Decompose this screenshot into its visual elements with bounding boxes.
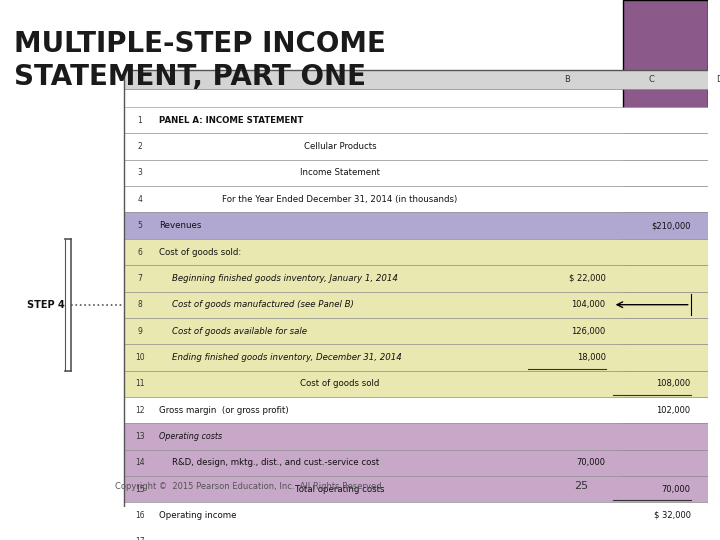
Text: Copyright ©  2015 Pearson Education, Inc.  All Rights Reserved: Copyright © 2015 Pearson Education, Inc.… <box>114 482 382 491</box>
Text: D: D <box>716 75 720 84</box>
FancyBboxPatch shape <box>124 318 720 344</box>
Text: Ending finished goods inventory, December 31, 2014: Ending finished goods inventory, Decembe… <box>172 353 402 362</box>
Text: Total operating costs: Total operating costs <box>295 484 384 494</box>
Text: Beginning finished goods inventory, January 1, 2014: Beginning finished goods inventory, Janu… <box>172 274 398 283</box>
Text: $ 32,000: $ 32,000 <box>654 511 690 520</box>
Text: 104,000: 104,000 <box>572 300 606 309</box>
Text: 16: 16 <box>135 511 145 520</box>
Text: 9: 9 <box>138 327 143 335</box>
FancyBboxPatch shape <box>124 344 720 370</box>
Text: A: A <box>337 75 343 84</box>
Text: 1: 1 <box>138 116 143 125</box>
FancyBboxPatch shape <box>124 133 720 160</box>
Text: 70,000: 70,000 <box>577 458 606 467</box>
Text: Operating income: Operating income <box>159 511 237 520</box>
Text: 4: 4 <box>138 195 143 204</box>
FancyBboxPatch shape <box>124 160 720 186</box>
Text: $ 22,000: $ 22,000 <box>569 274 606 283</box>
Text: Operating costs: Operating costs <box>159 432 222 441</box>
FancyBboxPatch shape <box>124 70 720 89</box>
FancyBboxPatch shape <box>124 186 720 212</box>
Text: 2: 2 <box>138 142 143 151</box>
Text: Income Statement: Income Statement <box>300 168 380 178</box>
Text: 126,000: 126,000 <box>572 327 606 335</box>
Text: 8: 8 <box>138 300 143 309</box>
Text: 5: 5 <box>138 221 143 230</box>
Text: 102,000: 102,000 <box>657 406 690 415</box>
Text: MULTIPLE-STEP INCOME
STATEMENT, PART ONE: MULTIPLE-STEP INCOME STATEMENT, PART ONE <box>14 30 386 91</box>
Text: $210,000: $210,000 <box>651 221 690 230</box>
Text: 13: 13 <box>135 432 145 441</box>
Text: 108,000: 108,000 <box>657 379 690 388</box>
FancyBboxPatch shape <box>124 370 720 397</box>
Text: 10: 10 <box>135 353 145 362</box>
Text: 11: 11 <box>135 379 145 388</box>
Text: Cost of goods sold: Cost of goods sold <box>300 379 379 388</box>
FancyBboxPatch shape <box>124 450 720 476</box>
FancyBboxPatch shape <box>124 529 720 540</box>
FancyBboxPatch shape <box>124 239 720 265</box>
FancyBboxPatch shape <box>124 292 720 318</box>
FancyBboxPatch shape <box>124 423 720 450</box>
Text: For the Year Ended December 31, 2014 (in thousands): For the Year Ended December 31, 2014 (in… <box>222 195 458 204</box>
Text: Cost of goods available for sale: Cost of goods available for sale <box>172 327 307 335</box>
Text: 6: 6 <box>138 247 143 256</box>
FancyBboxPatch shape <box>124 502 720 529</box>
FancyBboxPatch shape <box>124 107 720 133</box>
Text: 15: 15 <box>135 484 145 494</box>
FancyBboxPatch shape <box>124 397 720 423</box>
Text: 12: 12 <box>135 406 145 415</box>
Text: 7: 7 <box>138 274 143 283</box>
Text: 70,000: 70,000 <box>662 484 690 494</box>
Text: STEP 4: STEP 4 <box>27 300 65 310</box>
Text: R&D, design, mktg., dist., and cust.-service cost: R&D, design, mktg., dist., and cust.-ser… <box>172 458 379 467</box>
Text: Revenues: Revenues <box>159 221 202 230</box>
Text: 17: 17 <box>135 537 145 540</box>
Text: 3: 3 <box>138 168 143 178</box>
FancyBboxPatch shape <box>124 476 720 502</box>
Text: Cost of goods manufactured (see Panel B): Cost of goods manufactured (see Panel B) <box>172 300 354 309</box>
FancyBboxPatch shape <box>124 212 720 239</box>
Text: 18,000: 18,000 <box>577 353 606 362</box>
Text: B: B <box>564 75 570 84</box>
Text: C: C <box>649 75 654 84</box>
Text: PANEL A: INCOME STATEMENT: PANEL A: INCOME STATEMENT <box>159 116 304 125</box>
FancyBboxPatch shape <box>124 265 720 292</box>
Text: Gross margin  (or gross profit): Gross margin (or gross profit) <box>159 406 289 415</box>
Text: Cost of goods sold:: Cost of goods sold: <box>159 247 242 256</box>
Text: 25: 25 <box>574 482 588 491</box>
Text: Cellular Products: Cellular Products <box>304 142 377 151</box>
Text: 14: 14 <box>135 458 145 467</box>
FancyBboxPatch shape <box>624 0 708 507</box>
